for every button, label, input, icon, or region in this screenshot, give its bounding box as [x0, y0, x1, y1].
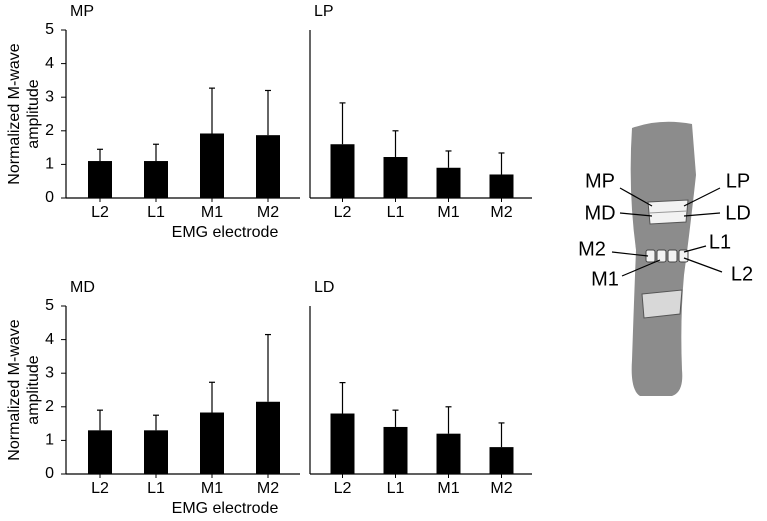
bar: [88, 430, 112, 474]
bar: [489, 447, 514, 474]
bar: [383, 426, 408, 474]
panel-title: MD: [70, 279, 95, 296]
bar: [88, 161, 112, 198]
bar: [200, 133, 224, 198]
y-tick-label: 2: [45, 398, 54, 415]
x-tick-label: L1: [387, 204, 405, 221]
bar: [383, 157, 408, 198]
y-tick-label: 1: [45, 156, 54, 173]
x-tick-label: M1: [437, 204, 459, 221]
y-tick-label: 2: [45, 122, 54, 139]
diagram-label: MD: [584, 202, 615, 224]
x-tick-label: L1: [387, 480, 405, 497]
y-tick-label: 4: [45, 55, 54, 72]
bar: [330, 144, 355, 198]
x-tick-label: M1: [437, 480, 459, 497]
bar: [489, 174, 514, 198]
x-tick-label: M2: [257, 480, 279, 497]
x-tick-label: M2: [490, 480, 512, 497]
x-tick-label: L2: [91, 480, 109, 497]
x-tick-label: M1: [201, 204, 223, 221]
panel-title: LD: [314, 279, 334, 296]
panel-title: LP: [314, 3, 334, 20]
y-tick-label: 5: [45, 297, 54, 314]
x-tick-label: M2: [490, 204, 512, 221]
bar: [144, 430, 168, 474]
diagram-label: LD: [725, 202, 751, 224]
x-tick-label: L1: [147, 480, 165, 497]
x-tick-label: L2: [334, 480, 352, 497]
y-tick-label: 5: [45, 21, 54, 38]
y-axis-label: Normalized M-wave amplitude: [6, 43, 42, 185]
x-tick-label: L1: [147, 204, 165, 221]
bar: [200, 412, 224, 474]
panel-title: MP: [70, 3, 94, 20]
x-axis-label: EMG electrode: [172, 500, 279, 517]
diagram-label: MP: [585, 170, 615, 192]
bar: [436, 433, 461, 474]
bar: [256, 401, 280, 474]
diagram-label: LP: [726, 170, 750, 192]
diagram-label: M2: [578, 238, 606, 260]
bar: [436, 167, 461, 198]
diagram-label: L2: [731, 263, 753, 285]
bar: [330, 413, 355, 474]
x-axis-label: EMG electrode: [172, 224, 279, 241]
leg-diagram: MP LP MD LD M2 L1 M1 L2: [578, 121, 753, 396]
y-tick-label: 4: [45, 331, 54, 348]
diagram-label: M1: [591, 268, 619, 290]
x-tick-label: M2: [257, 204, 279, 221]
y-tick-label: 3: [45, 88, 54, 105]
y-tick-label: 0: [45, 189, 54, 206]
x-tick-label: L2: [334, 204, 352, 221]
y-tick-label: 3: [45, 364, 54, 381]
bar: [144, 161, 168, 198]
x-tick-label: M1: [201, 480, 223, 497]
y-tick-label: 0: [45, 465, 54, 482]
diagram-label: L1: [709, 231, 731, 253]
x-tick-label: L2: [91, 204, 109, 221]
y-axis-label: Normalized M-wave amplitude: [6, 319, 42, 461]
bar: [256, 135, 280, 198]
y-tick-label: 1: [45, 432, 54, 449]
